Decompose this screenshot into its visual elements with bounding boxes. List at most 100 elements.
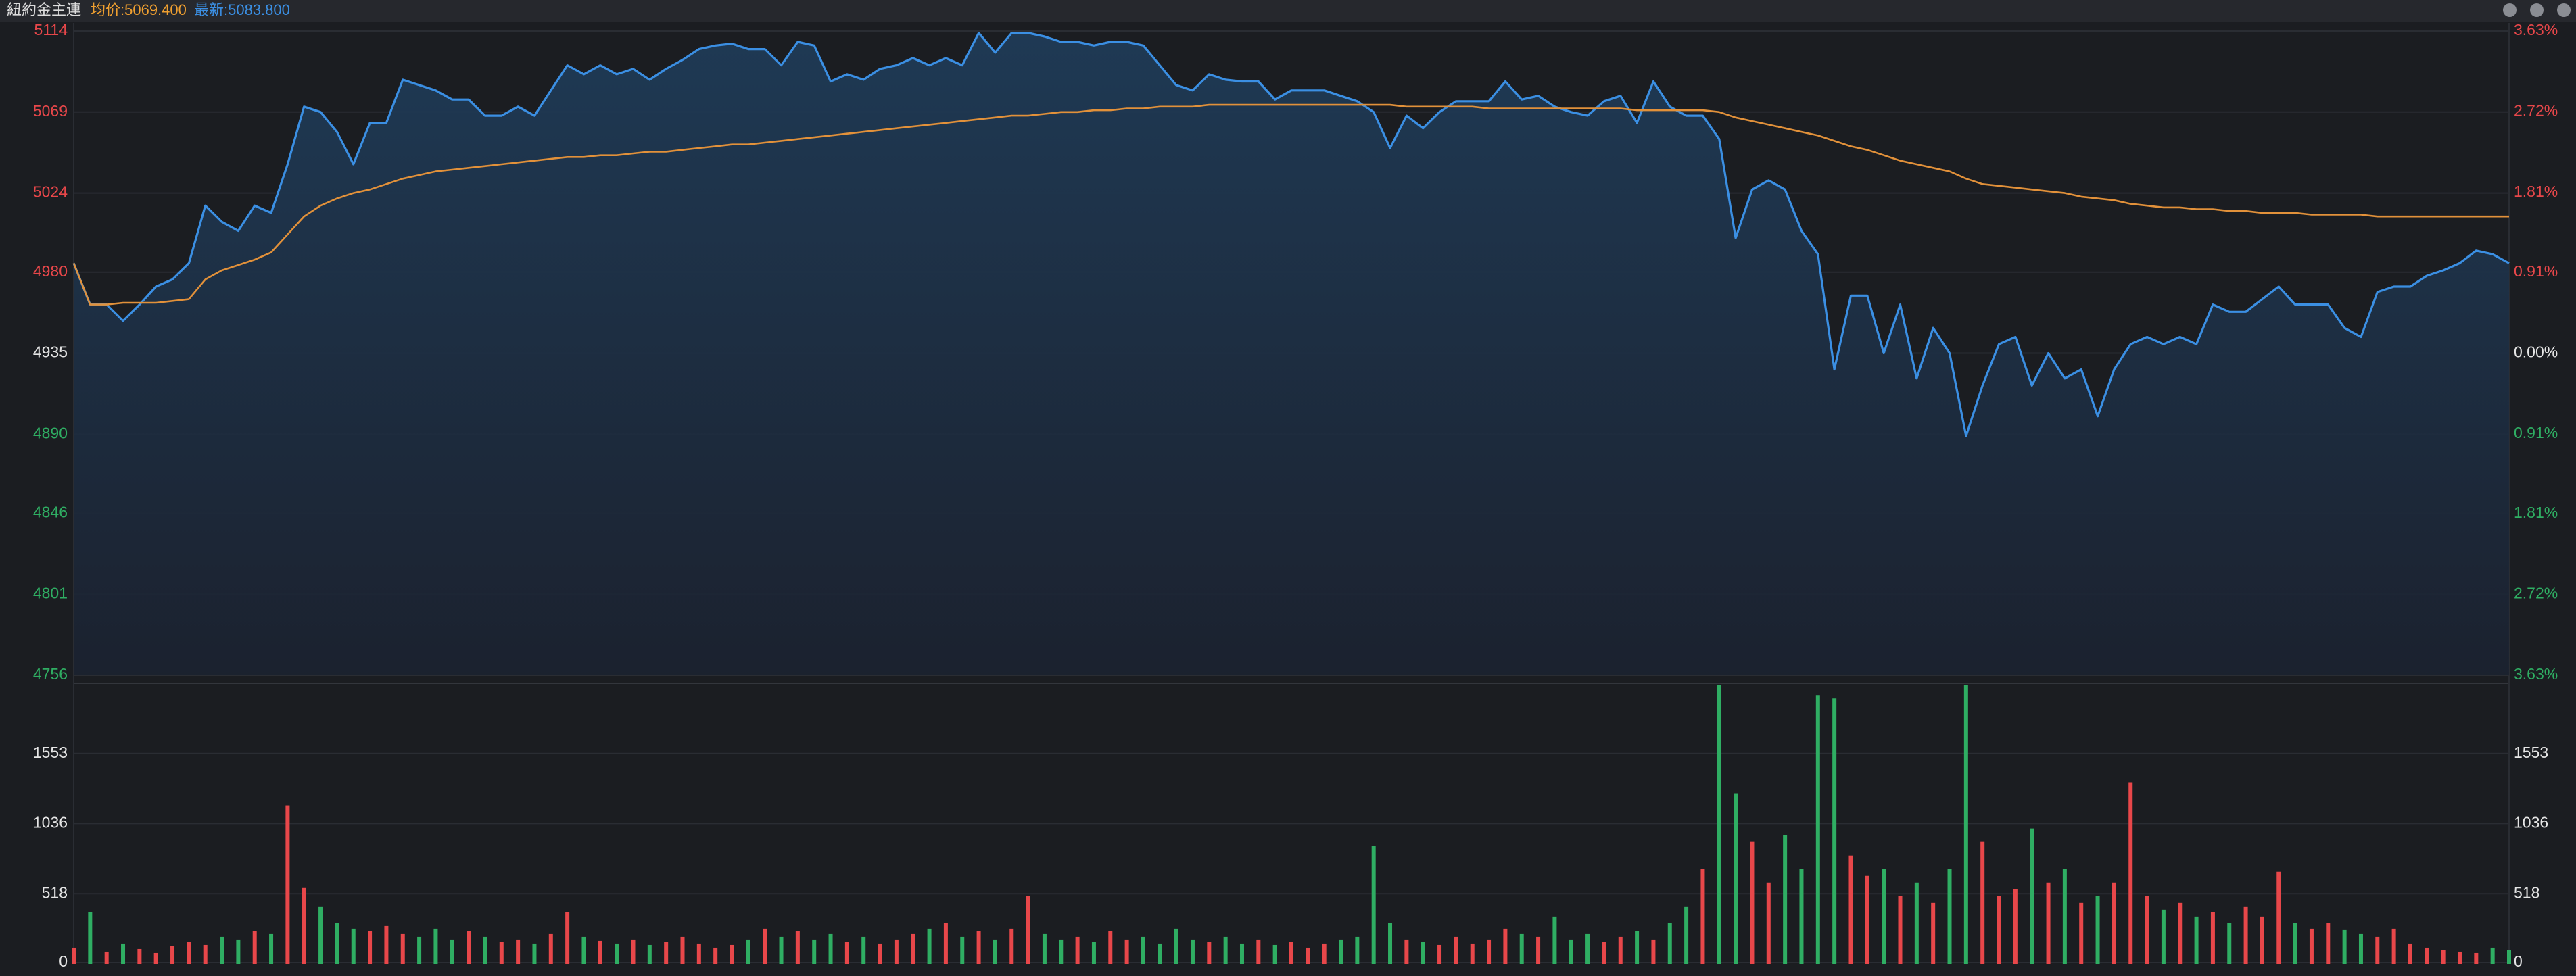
volume-bar — [2062, 869, 2067, 964]
volume-bar — [2112, 882, 2116, 964]
volume-bar — [2474, 952, 2479, 964]
volume-bar — [203, 944, 208, 964]
volume-bar — [1783, 835, 1788, 964]
volume-bar — [1882, 869, 1886, 964]
volume-bar — [1848, 855, 1853, 964]
y2-tick-label: 1.81% — [2514, 182, 2558, 200]
volume-bar — [220, 936, 224, 964]
volume-bar — [318, 906, 323, 964]
volume-bar — [104, 951, 109, 964]
y-tick-label: 4935 — [33, 343, 68, 361]
y-tick-label: 4846 — [33, 503, 68, 520]
volume-bar — [1322, 943, 1327, 964]
volume-bar — [680, 936, 685, 964]
volume-bar — [1766, 882, 1771, 964]
y2-tick-label: 0.91% — [2514, 424, 2558, 441]
volume-bar — [1569, 939, 1573, 964]
volume-bar — [861, 936, 866, 964]
volume-bar — [795, 931, 800, 964]
y-tick-label: 1036 — [33, 813, 68, 831]
volume-bar — [2194, 916, 2199, 964]
volume-bar — [121, 943, 126, 964]
volume-bar — [2358, 933, 2363, 964]
volume-bar — [1042, 933, 1047, 964]
volume-bar — [1651, 939, 1656, 964]
volume-bar — [2046, 882, 2051, 964]
y-tick-label-right: 1036 — [2514, 813, 2548, 831]
volume-bar — [1980, 841, 1985, 964]
zoom-out-button[interactable] — [2530, 3, 2544, 17]
volume-bar — [927, 928, 932, 964]
volume-bar — [1141, 936, 1145, 964]
volume-bar — [2210, 912, 2215, 964]
volume-bar — [1272, 944, 1277, 964]
volume-bar — [664, 942, 669, 964]
volume-bar — [548, 933, 553, 964]
volume-bar — [2441, 950, 2446, 964]
volume-bar — [1799, 869, 1804, 964]
volume-bar — [88, 912, 93, 964]
volume-bar — [1470, 943, 1475, 964]
volume-bar — [2293, 923, 2297, 964]
volume-bar — [483, 936, 487, 964]
volume-bar — [1618, 936, 1623, 964]
volume-bar — [2425, 947, 2429, 964]
y-tick-label: 5024 — [33, 183, 68, 201]
settings-button[interactable] — [2557, 3, 2571, 17]
volume-bar — [1190, 939, 1195, 964]
volume-bar — [2490, 947, 2495, 964]
volume-bar — [417, 936, 422, 964]
volume-bar — [1487, 939, 1492, 964]
volume-bar — [1388, 923, 1393, 964]
y-tick-label: 5069 — [33, 102, 68, 120]
volume-bar — [828, 933, 833, 964]
volume-bar — [2013, 889, 2018, 964]
volume-bar — [2095, 896, 2100, 964]
volume-bar — [1108, 931, 1113, 964]
volume-bar — [1947, 869, 1952, 964]
header-bar — [0, 0, 2576, 22]
volume-bar — [532, 943, 537, 964]
volume-bar — [1684, 906, 1689, 964]
volume-bar — [1437, 944, 1442, 964]
volume-bar — [746, 939, 750, 964]
price-line — [72, 32, 2510, 437]
volume-bar — [2178, 902, 2183, 964]
volume-bar — [696, 943, 701, 964]
y-tick-label-right: 1553 — [2514, 743, 2548, 761]
volume-bar — [1519, 933, 1524, 964]
volume-bar — [878, 943, 882, 964]
volume-bar — [1289, 942, 1293, 964]
volume-bar — [1585, 933, 1590, 964]
volume-bar — [631, 939, 636, 964]
volume-bar — [2408, 943, 2412, 964]
y-tick-label: 4801 — [33, 584, 68, 602]
volume-bar — [2260, 916, 2264, 964]
volume-bar — [1914, 882, 1919, 964]
volume-bar — [433, 928, 438, 964]
volume-bar — [2128, 782, 2133, 964]
volume-bar — [1963, 685, 1968, 964]
volume-bar — [1734, 793, 1738, 964]
volume-bar — [1421, 942, 1425, 964]
zoom-in-button[interactable] — [2503, 3, 2517, 17]
volume-bar — [2391, 928, 2396, 964]
volume-bar — [1091, 942, 1096, 964]
volume-bar — [943, 923, 948, 964]
volume-bar — [236, 939, 241, 964]
volume-bar — [2145, 896, 2149, 964]
volume-bar — [1223, 936, 1228, 964]
volume-bar — [1256, 939, 1261, 964]
volume-bar — [252, 931, 257, 964]
volume-bar — [763, 928, 767, 964]
y2-tick-label: 2.72% — [2514, 585, 2558, 602]
volume-bar — [384, 925, 389, 964]
volume-bar — [1635, 931, 1640, 964]
volume-bar — [1832, 698, 1837, 964]
volume-bar — [2243, 906, 2248, 964]
volume-bar — [2342, 929, 2347, 964]
volume-bar — [1552, 916, 1557, 964]
volume-bar — [1865, 875, 1869, 964]
volume-bar — [1667, 923, 1672, 964]
y-tick-label: 4890 — [33, 424, 68, 441]
